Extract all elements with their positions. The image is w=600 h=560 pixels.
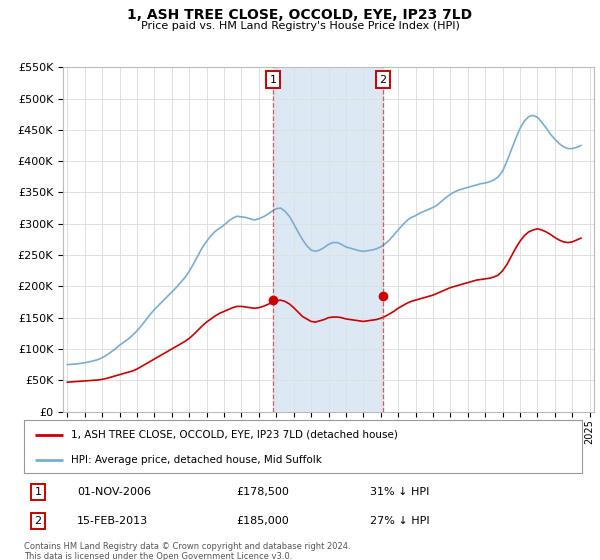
- Bar: [274, 67, 383, 412]
- Text: 15-FEB-2013: 15-FEB-2013: [77, 516, 148, 526]
- Text: 01-NOV-2006: 01-NOV-2006: [77, 487, 151, 497]
- Text: 1, ASH TREE CLOSE, OCCOLD, EYE, IP23 7LD: 1, ASH TREE CLOSE, OCCOLD, EYE, IP23 7LD: [127, 8, 473, 22]
- Text: 27% ↓ HPI: 27% ↓ HPI: [370, 516, 430, 526]
- Text: Contains HM Land Registry data © Crown copyright and database right 2024.
This d: Contains HM Land Registry data © Crown c…: [24, 542, 350, 560]
- Text: 1, ASH TREE CLOSE, OCCOLD, EYE, IP23 7LD (detached house): 1, ASH TREE CLOSE, OCCOLD, EYE, IP23 7LD…: [71, 430, 398, 440]
- Text: £178,500: £178,500: [236, 487, 289, 497]
- Text: 2: 2: [34, 516, 41, 526]
- Text: £185,000: £185,000: [236, 516, 289, 526]
- Text: 1: 1: [34, 487, 41, 497]
- Text: 31% ↓ HPI: 31% ↓ HPI: [370, 487, 430, 497]
- Text: 1: 1: [270, 74, 277, 85]
- Text: 2: 2: [379, 74, 386, 85]
- Text: Price paid vs. HM Land Registry's House Price Index (HPI): Price paid vs. HM Land Registry's House …: [140, 21, 460, 31]
- Text: HPI: Average price, detached house, Mid Suffolk: HPI: Average price, detached house, Mid …: [71, 455, 322, 465]
